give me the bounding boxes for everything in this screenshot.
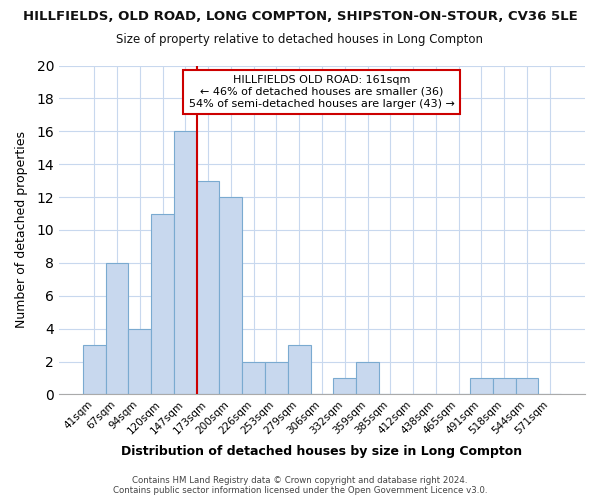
- Bar: [334, 378, 356, 394]
- Bar: [288, 345, 311, 395]
- Text: HILLFIELDS OLD ROAD: 161sqm
← 46% of detached houses are smaller (36)
54% of sem: HILLFIELDS OLD ROAD: 161sqm ← 46% of det…: [189, 76, 455, 108]
- Bar: [515, 378, 538, 394]
- Bar: [220, 197, 242, 394]
- Bar: [106, 263, 128, 394]
- Bar: [470, 378, 493, 394]
- Bar: [197, 180, 220, 394]
- Bar: [83, 345, 106, 395]
- Bar: [265, 362, 288, 394]
- Bar: [128, 328, 151, 394]
- Bar: [151, 214, 174, 394]
- Bar: [493, 378, 515, 394]
- Text: Contains HM Land Registry data © Crown copyright and database right 2024.
Contai: Contains HM Land Registry data © Crown c…: [113, 476, 487, 495]
- Bar: [174, 132, 197, 394]
- Y-axis label: Number of detached properties: Number of detached properties: [15, 132, 28, 328]
- Text: HILLFIELDS, OLD ROAD, LONG COMPTON, SHIPSTON-ON-STOUR, CV36 5LE: HILLFIELDS, OLD ROAD, LONG COMPTON, SHIP…: [23, 10, 577, 23]
- Bar: [356, 362, 379, 394]
- Text: Size of property relative to detached houses in Long Compton: Size of property relative to detached ho…: [116, 32, 484, 46]
- Bar: [242, 362, 265, 394]
- X-axis label: Distribution of detached houses by size in Long Compton: Distribution of detached houses by size …: [121, 444, 523, 458]
